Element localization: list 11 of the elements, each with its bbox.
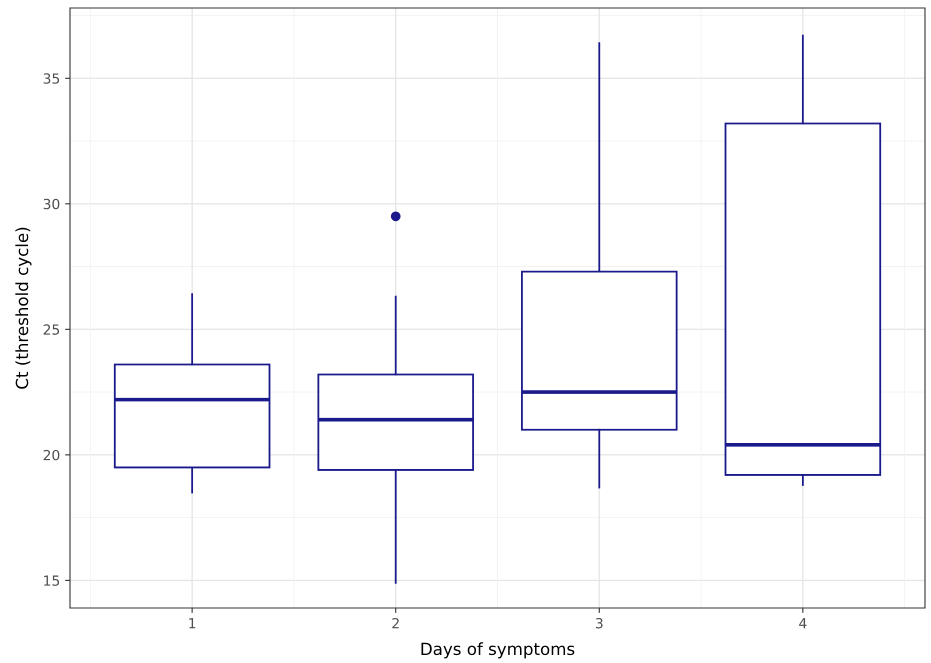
y-axis-title: Ct (threshold cycle) — [15, 228, 32, 389]
y-tick-label: 30 — [44, 198, 60, 210]
y-tick-label: 20 — [44, 450, 60, 460]
x-tick-label: 3 — [596, 618, 603, 628]
y-tick-label: 25 — [44, 324, 60, 335]
x-tick-label: 4 — [799, 618, 806, 628]
x-tick-label: 1 — [189, 618, 196, 628]
x-tick-label: 2 — [392, 618, 399, 628]
x-axis-title: Days of symptoms — [422, 642, 574, 658]
y-tick-label: 35 — [44, 73, 60, 84]
y-tick-label: 15 — [44, 576, 60, 586]
